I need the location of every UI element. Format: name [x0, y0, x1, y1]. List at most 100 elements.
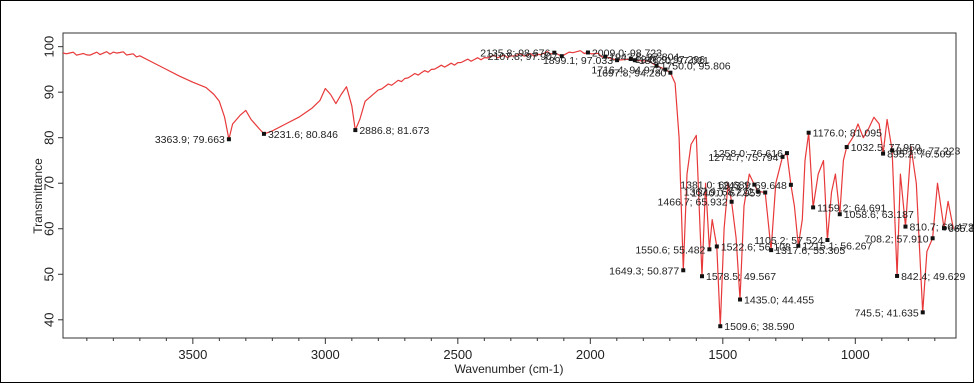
peak-marker — [920, 310, 925, 315]
peak-marker — [654, 63, 659, 68]
peak-marker — [552, 50, 557, 55]
peak-marker — [881, 151, 886, 156]
peak-label: 1649.3; 50.877 — [609, 265, 679, 277]
peak-label: 842.4; 49.629 — [901, 271, 965, 283]
y-tick-label: 50 — [41, 267, 56, 281]
peak-label: 1367.9; 68.222 — [684, 186, 754, 198]
peak-label: 1435.0; 44.455 — [744, 295, 814, 307]
y-axis: 40 50 60 70 80 90 100 — [41, 36, 63, 327]
spectrum-line — [62, 50, 954, 327]
peak-label: 1381.0; 69.689 — [680, 180, 750, 192]
x-tick-label: 2500 — [443, 347, 472, 362]
peak-marker — [769, 248, 774, 253]
peak-marker — [825, 238, 830, 243]
y-tick-label: 90 — [41, 85, 56, 99]
peak-label: 3363.9; 79.663 — [155, 134, 225, 146]
peak-label: 2886.8; 81.673 — [359, 125, 429, 137]
plot-area — [62, 32, 957, 339]
peak-marker — [714, 244, 719, 249]
y-tick-label: 40 — [41, 313, 56, 327]
peak-label: 861.0; 77.223 — [896, 145, 960, 157]
peak-marker — [585, 50, 590, 55]
x-axis: 3500 3000 2500 2000 1500 1000 — [86, 338, 936, 362]
peak-marker — [763, 190, 768, 195]
peak-label: 1258.0; 76.616 — [713, 148, 783, 160]
peak-label: 2135.8; 98.676 — [480, 48, 550, 60]
peak-marker — [903, 224, 908, 229]
y-axis-title: Transmittance — [31, 158, 45, 234]
peak-marker — [700, 274, 705, 279]
peak-label: 1159.2; 64.691 — [817, 202, 886, 214]
x-tick-label: 3000 — [311, 347, 340, 362]
peak-marker — [752, 182, 757, 187]
peak-label: 1243.1; 69.648 — [717, 180, 787, 192]
peak-marker — [663, 67, 668, 72]
peak-label: 1215.1; 56.267 — [802, 241, 872, 253]
peak-label: 1578.5; 49.567 — [706, 271, 776, 283]
peak-annotations: 3363.9; 79.663 3231.6; 80.846 2886.8; 81.6… — [155, 47, 974, 333]
peak-marker — [844, 145, 849, 150]
peak-label: 1274.7; 75.794 — [708, 152, 778, 164]
peak-marker — [837, 212, 842, 217]
peak-marker — [603, 54, 608, 59]
y-tick-label: 70 — [41, 176, 56, 190]
peak-label: 1716.4; 94.972 — [591, 65, 661, 77]
peak-label: 1750.0; 95.806 — [661, 61, 731, 73]
peak-label: 1340.0; 67.959 — [691, 188, 761, 200]
peak-marker — [729, 199, 734, 204]
peak-marker — [796, 243, 801, 248]
x-tick-label: 1500 — [708, 347, 737, 362]
peak-label: 1466.7; 65.932 — [658, 197, 728, 209]
peak-marker — [811, 205, 816, 210]
peak-marker — [668, 70, 673, 75]
peak-marker — [738, 297, 743, 302]
peak-marker — [718, 324, 723, 329]
peak-marker — [261, 131, 266, 136]
peak-marker — [615, 58, 620, 63]
peak-label: 1943.8; 97.804 — [609, 52, 679, 64]
peak-marker — [788, 182, 793, 187]
peak-label: 1105.2; 57.524 — [754, 235, 823, 247]
peak-label: 895.2; 76.509 — [887, 149, 951, 161]
peak-marker — [681, 268, 686, 273]
y-tick-label: 80 — [41, 130, 56, 144]
peak-label: 708.2; 57.910 — [864, 233, 928, 245]
peak-label: 665.3; 60.118 — [948, 223, 974, 235]
series-layer — [62, 50, 954, 327]
y-tick-label: 100 — [41, 36, 56, 58]
peak-label: 745.5; 41.635 — [855, 307, 919, 319]
peak-marker — [226, 137, 231, 142]
x-tick-label: 1000 — [841, 347, 870, 362]
peak-marker — [559, 54, 564, 59]
peak-marker — [806, 130, 811, 135]
peak-marker — [784, 151, 789, 156]
peak-label: 1522.6; 56.108 — [721, 241, 791, 253]
peak-label: 1032.5; 77.950 — [851, 142, 921, 154]
peak-marker — [755, 189, 760, 194]
peak-label: 2009.0; 98.723 — [592, 47, 662, 59]
peak-marker — [895, 273, 900, 278]
peak-marker — [930, 236, 935, 241]
peak-label: 1058.6; 63.187 — [844, 209, 914, 221]
peak-marker — [353, 128, 358, 133]
peak-marker — [628, 56, 633, 61]
peak-marker — [707, 247, 712, 252]
x-tick-label: 2000 — [576, 347, 605, 362]
peak-label: 1317.6; 55.305 — [775, 245, 845, 257]
x-tick-label: 3500 — [178, 347, 207, 362]
peak-marker — [780, 154, 785, 159]
peak-marker — [632, 58, 637, 63]
peak-label: 1550.6; 55.482 — [635, 244, 705, 256]
peak-label: 1697.8; 94.280 — [596, 68, 666, 80]
peak-label: 3231.6; 80.846 — [268, 129, 338, 141]
peak-label: 1899.1; 97.033 — [543, 55, 613, 67]
peak-label: 1509.6; 38.590 — [724, 321, 794, 333]
y-tick-label: 60 — [41, 222, 56, 236]
peak-label: 810.7; 60.472 — [909, 222, 973, 234]
peak-marker — [890, 148, 895, 153]
peak-label: 2107.8; 97.907 — [488, 51, 558, 63]
peak-label: 1846.9; 97.296 — [635, 54, 705, 66]
x-axis-title: Wavenumber (cm-1) — [455, 362, 564, 376]
